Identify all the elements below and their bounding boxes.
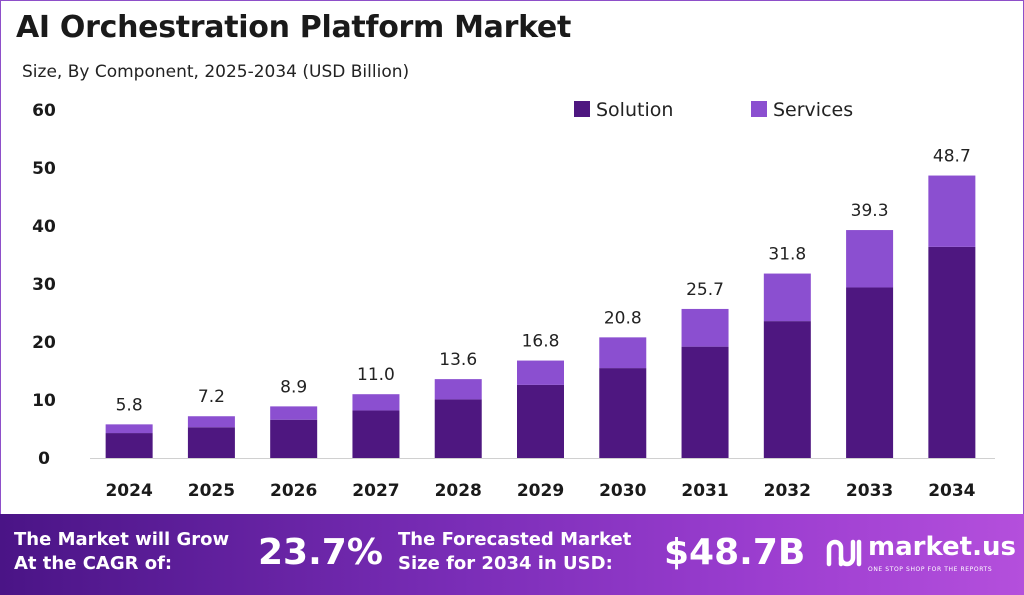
y-tick-label: 40	[32, 217, 56, 237]
x-tick-label-2028: 2028	[435, 481, 482, 501]
x-tick-label-2031: 2031	[681, 481, 728, 501]
data-label-2030: 20.8	[604, 308, 642, 328]
data-label-2025: 7.2	[198, 387, 225, 407]
bar-services-2032	[763, 273, 811, 322]
x-tick-label-2029: 2029	[517, 481, 564, 501]
data-label-2027: 11.0	[357, 365, 395, 385]
chart-subtitle: Size, By Component, 2025-2034 (USD Billi…	[22, 62, 410, 82]
y-tick-label: 10	[32, 391, 56, 411]
y-tick-label: 50	[32, 159, 56, 179]
forecast-label: The Forecasted Market Size for 2034 in U…	[398, 528, 631, 576]
cagr-label: The Market will Grow At the CAGR of:	[14, 528, 229, 576]
bar-solution-2032	[763, 321, 811, 458]
y-tick-label: 0	[38, 449, 50, 469]
bar-solution-2027	[352, 410, 400, 458]
logo-name: market.us	[868, 532, 1016, 562]
bar-services-2034	[928, 175, 976, 247]
data-label-2032: 31.8	[768, 245, 806, 265]
data-label-2026: 8.9	[280, 377, 307, 397]
x-tick-label-2024: 2024	[105, 481, 152, 501]
cagr-value: 23.7%	[258, 532, 383, 573]
data-label-2033: 39.3	[851, 201, 889, 221]
bar-solution-2026	[270, 419, 318, 458]
bar-services-2026	[270, 406, 318, 420]
data-label-2029: 16.8	[522, 332, 560, 352]
bar-services-2030	[599, 337, 647, 369]
forecast-label-line2: Size for 2034 in USD:	[398, 553, 613, 574]
bar-services-2025	[187, 416, 235, 428]
legend-label-solution: Solution	[596, 99, 673, 121]
bar-services-2024	[105, 424, 153, 434]
x-tick-label-2026: 2026	[270, 481, 317, 501]
bar-services-2028	[434, 379, 482, 400]
market-us-logo-icon	[826, 539, 862, 567]
y-tick-label: 60	[32, 101, 56, 121]
x-tick-label-2025: 2025	[188, 481, 235, 501]
x-tick-label-2027: 2027	[352, 481, 399, 501]
cagr-label-line1: The Market will Grow	[14, 529, 230, 550]
bar-solution-2024	[105, 433, 153, 458]
y-tick-label: 20	[32, 333, 56, 353]
bar-services-2029	[517, 360, 564, 385]
bar-solution-2034	[928, 246, 976, 458]
cagr-label-line2: At the CAGR of:	[14, 553, 173, 574]
y-tick-label: 30	[32, 275, 56, 295]
forecast-value: $48.7B	[664, 532, 806, 573]
bar-services-2033	[846, 230, 894, 288]
bar-solution-2033	[846, 287, 894, 458]
data-label-2024: 5.8	[116, 395, 143, 415]
bar-solution-2031	[681, 346, 729, 458]
bar-services-2031	[681, 308, 729, 347]
x-tick-label-2033: 2033	[846, 481, 893, 501]
x-tick-label-2032: 2032	[764, 481, 811, 501]
data-label-2034: 48.7	[933, 147, 971, 167]
x-tick-label-2030: 2030	[599, 481, 646, 501]
bar-solution-2028	[434, 399, 482, 458]
bar-chart: 01020304050605.820247.220258.9202611.020…	[32, 99, 995, 501]
bar-solution-2029	[517, 384, 564, 458]
legend-swatch-solution	[574, 101, 590, 117]
bar-solution-2025	[187, 427, 235, 458]
bar-services-2027	[352, 394, 400, 411]
x-tick-label-2034: 2034	[928, 481, 975, 501]
legend-swatch-services	[751, 101, 767, 117]
chart-title: AI Orchestration Platform Market	[16, 10, 572, 45]
footer-banner: The Market will Grow At the CAGR of: 23.…	[0, 514, 1024, 595]
data-label-2028: 13.6	[439, 350, 477, 370]
bar-solution-2030	[599, 368, 647, 458]
forecast-label-line1: The Forecasted Market	[398, 529, 632, 550]
data-label-2031: 25.7	[686, 280, 724, 300]
legend-label-services: Services	[773, 99, 853, 121]
logo-tagline: ONE STOP SHOP FOR THE REPORTS	[868, 566, 993, 573]
